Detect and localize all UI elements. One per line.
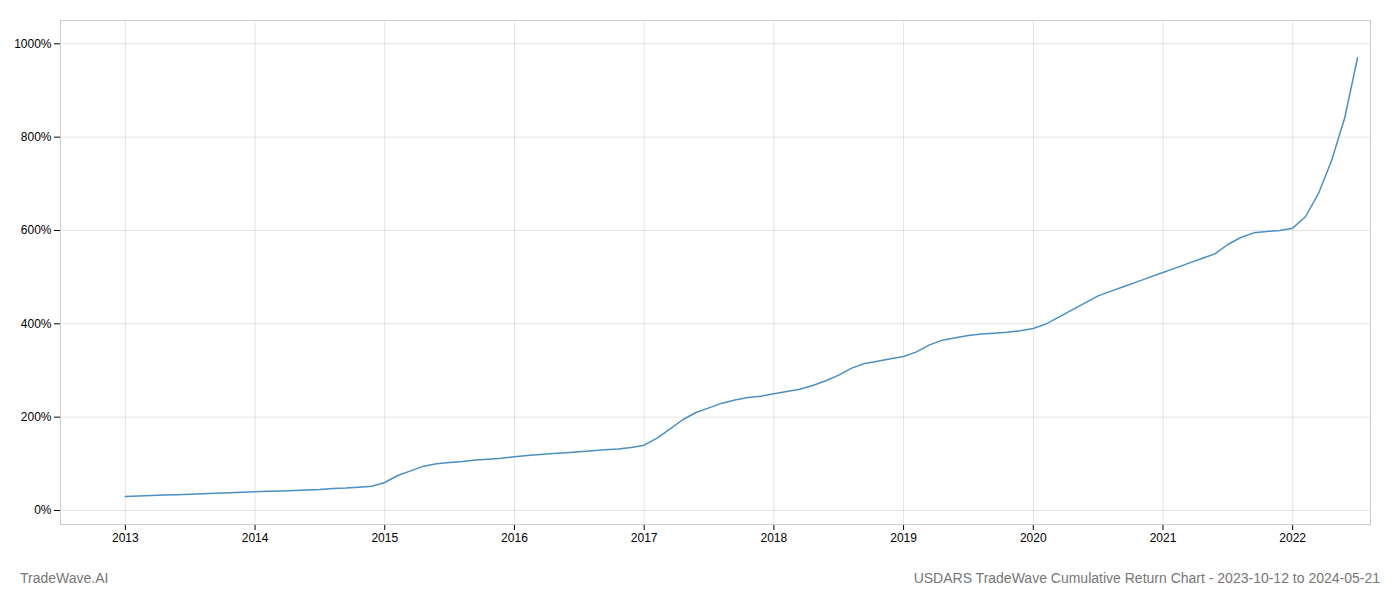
svg-text:2022: 2022 xyxy=(1279,531,1306,545)
svg-text:2021: 2021 xyxy=(1150,531,1177,545)
html-text:USDARS TradeWave Cumulative Re: USDARS TradeWave Cumulative Return Chart… xyxy=(913,570,1380,586)
svg-text:2019: 2019 xyxy=(890,531,917,545)
svg-text:0%: 0% xyxy=(34,503,52,517)
svg-text:800%: 800% xyxy=(21,130,52,144)
svg-text:200%: 200% xyxy=(21,410,52,424)
svg-text:2020: 2020 xyxy=(1020,531,1047,545)
html-text:TradeWave.AI: TradeWave.AI xyxy=(20,570,109,586)
svg-text:2018: 2018 xyxy=(761,531,788,545)
svg-text:2014: 2014 xyxy=(242,531,269,545)
svg-text:2013: 2013 xyxy=(112,531,139,545)
svg-text:2015: 2015 xyxy=(371,531,398,545)
svg-text:2017: 2017 xyxy=(631,531,658,545)
svg-text:1000%: 1000% xyxy=(14,37,52,51)
svg-text:600%: 600% xyxy=(21,223,52,237)
svg-text:400%: 400% xyxy=(21,317,52,331)
svg-text:2016: 2016 xyxy=(501,531,528,545)
